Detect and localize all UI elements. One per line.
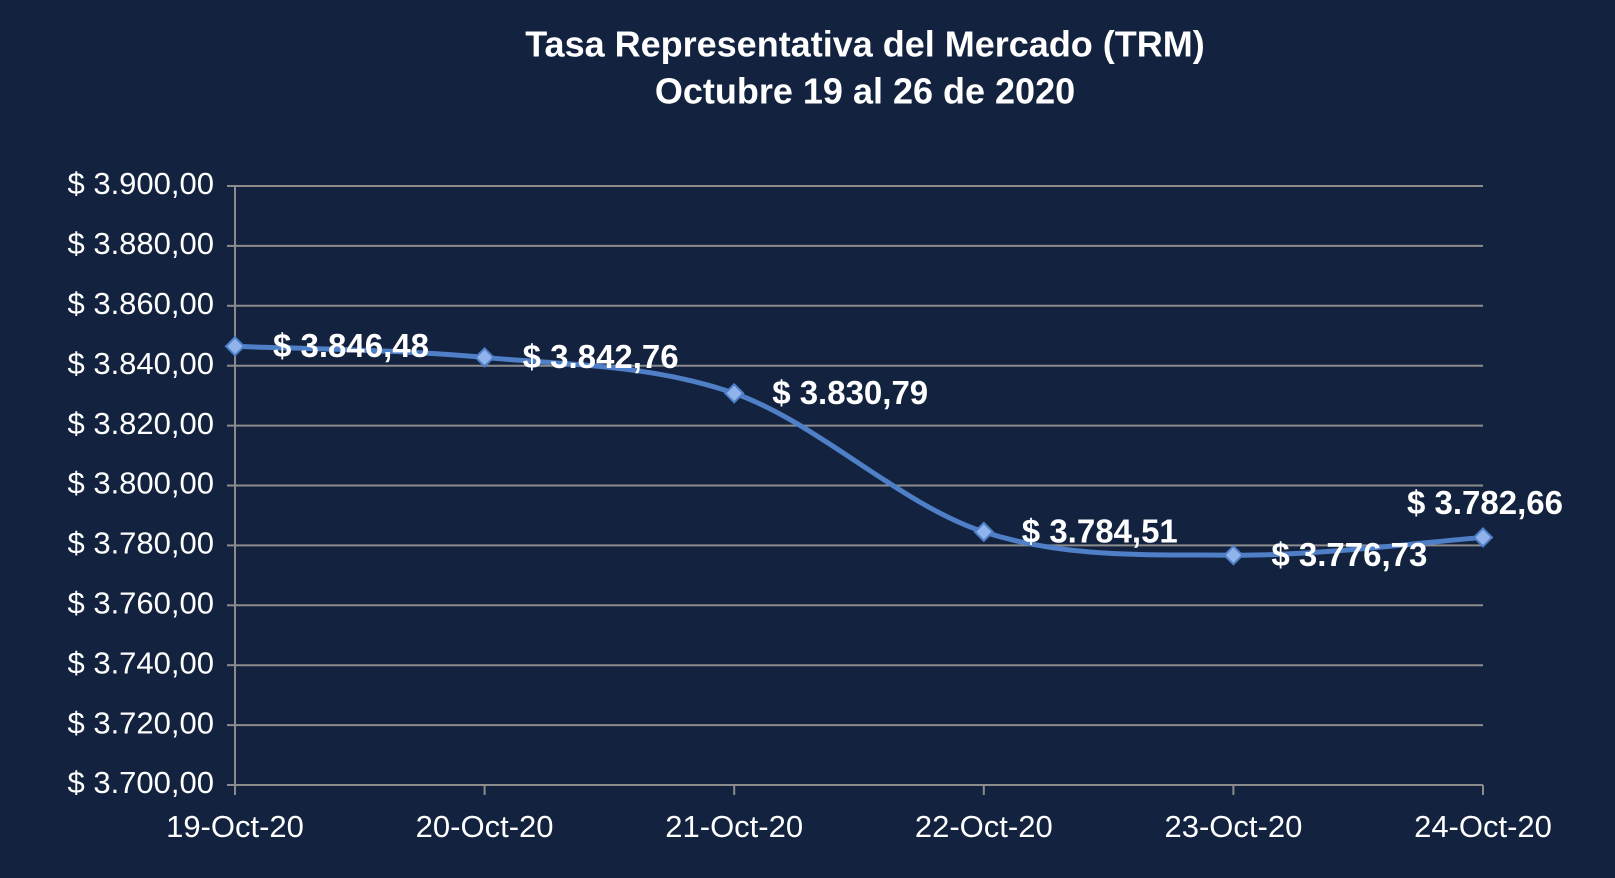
point-marker [723,382,745,404]
chart-title: Tasa Representativa del Mercado (TRM) [525,24,1205,65]
x-tick-label: 22-Oct-20 [915,809,1053,844]
y-tick-label: $ 3.800,00 [67,466,214,501]
y-tick-label: $ 3.880,00 [67,226,214,261]
data-label: $ 3.842,76 [523,338,679,375]
data-label: $ 3.776,73 [1271,536,1427,573]
y-tick-label: $ 3.820,00 [67,406,214,441]
y-tick-label: $ 3.720,00 [67,705,214,740]
data-label: $ 3.784,51 [1022,513,1178,550]
y-tick-label: $ 3.840,00 [67,346,214,381]
data-label: $ 3.846,48 [273,327,429,364]
line [234,343,1484,558]
data-label: $ 3.782,66 [1407,484,1563,521]
y-tick-label: $ 3.700,00 [67,765,214,800]
y-tick-label: $ 3.780,00 [67,526,214,561]
x-tick-label: 24-Oct-20 [1414,809,1552,844]
x-tick-label: 23-Oct-20 [1164,809,1302,844]
chart-subtitle: Octubre 19 al 26 de 2020 [655,71,1075,112]
point-marker [1472,527,1494,548]
x-tick-label: 19-Oct-20 [166,809,304,844]
point-marker [973,521,995,543]
y-tick-label: $ 3.740,00 [67,645,214,680]
point-marker [474,347,496,368]
y-tick-label: $ 3.760,00 [67,585,214,620]
point-marker [1222,544,1244,566]
data-label: $ 3.830,79 [772,374,928,411]
y-tick-label: $ 3.900,00 [67,166,214,201]
y-tick-label: $ 3.860,00 [67,286,214,321]
x-tick-label: 20-Oct-20 [416,809,554,844]
x-tick-label: 21-Oct-20 [665,809,803,844]
point-marker [224,335,246,357]
